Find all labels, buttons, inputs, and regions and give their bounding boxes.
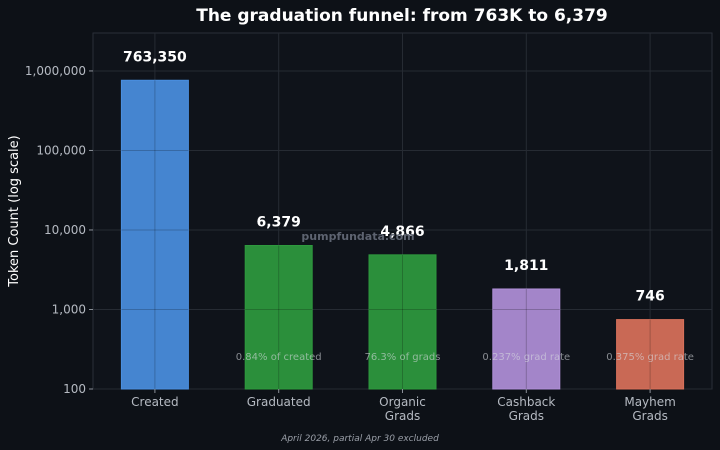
- y-tick-label: 100,000: [36, 143, 86, 157]
- bar-value-label: 6,379: [257, 214, 301, 230]
- x-tick-label: Graduated: [247, 395, 311, 409]
- bar-value-label: 4,866: [380, 224, 424, 240]
- watermark: pumpfundata.com: [301, 230, 414, 243]
- bar: [244, 244, 313, 390]
- x-axis: Created Graduated Organic Grads Cashback Grad…: [131, 389, 676, 423]
- bar-value-label: 1,811: [504, 258, 548, 274]
- y-axis-label: Token Count (log scale): [7, 135, 22, 287]
- bar: [492, 288, 561, 390]
- y-axis: 100 1,000 10,000 100,000 1,000,000: [25, 64, 93, 396]
- bar-value-label: 746: [635, 289, 664, 305]
- y-tick-label: 100: [63, 382, 86, 396]
- bar: [368, 254, 437, 390]
- x-tick-label: Cashback Grads: [497, 395, 555, 423]
- y-tick-label: 1,000: [52, 302, 86, 316]
- bar-inner-label: 0.237% grad rate: [482, 352, 570, 363]
- footnote: April 2026, partial Apr 30 excluded: [280, 434, 439, 444]
- bar: [120, 79, 189, 390]
- y-tick-label: 1,000,000: [25, 64, 86, 78]
- bars: 763,350 6,379 0.84% of created 4,866 76.3% o…: [120, 49, 694, 390]
- x-tick-label: Mayhem Grads: [624, 395, 676, 423]
- y-tick-label: 10,000: [44, 223, 86, 237]
- bar-inner-label: 0.375% grad rate: [606, 352, 694, 363]
- bar-inner-label: 76.3% of grads: [365, 352, 441, 363]
- chart-title: The graduation funnel: from 763K to 6,37…: [196, 6, 608, 26]
- x-tick-label: Organic Grads: [379, 395, 426, 423]
- bar: [616, 319, 685, 390]
- bar-value-label: 763,350: [123, 49, 187, 65]
- bar-inner-label: 0.84% of created: [236, 352, 322, 363]
- x-tick-label: Created: [131, 395, 179, 409]
